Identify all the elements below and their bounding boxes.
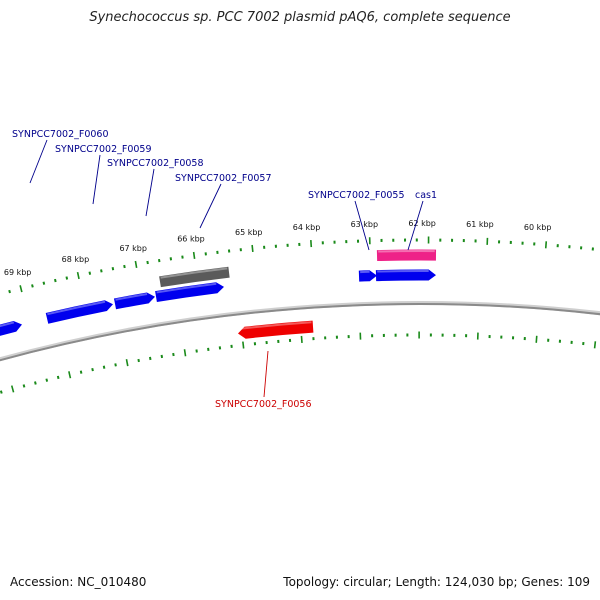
major-tick (134, 260, 138, 269)
tick-label: 68 kbp (62, 255, 90, 264)
major-tick (192, 251, 196, 260)
major-tick (10, 385, 15, 393)
gene-partial-left (0, 320, 22, 336)
minor-tick (123, 264, 126, 269)
tick-label: 62 kbp (408, 219, 436, 228)
gene-label: SYNPCC7002_F0058 (107, 158, 204, 169)
major-tick (183, 349, 187, 357)
leader-line (263, 350, 269, 398)
major-tick (544, 241, 548, 249)
minor-tick (65, 276, 69, 280)
minor-tick (148, 356, 152, 361)
minor-tick (79, 370, 83, 374)
gene-f0055-highlight (377, 270, 429, 273)
minor-tick (42, 281, 46, 285)
tick-label: 63 kbp (351, 220, 379, 229)
minor-tick (88, 271, 92, 275)
gene-f0057-highlight (160, 267, 228, 279)
tick-label: 67 kbp (119, 244, 147, 253)
gene-f0058b (155, 282, 224, 303)
minor-tick (111, 266, 115, 271)
minor-tick (0, 390, 3, 394)
gene-f0056-highlight (238, 321, 312, 330)
gene-label: SYNPCC7002_F0059 (55, 144, 152, 155)
tick-label: 65 kbp (235, 228, 263, 237)
minor-tick (31, 284, 34, 288)
tick-layer: 69 kbp 68 kbp 67 kbp 66 kbp 65 kbp 64 kbp 63 k… (0, 219, 597, 394)
major-tick (68, 371, 72, 379)
major-tick (593, 341, 597, 349)
major-tick (300, 335, 303, 344)
leader-line (145, 168, 155, 217)
major-tick (251, 244, 254, 253)
minor-tick (137, 358, 140, 363)
gene-f0059-highlight (47, 300, 106, 316)
gene-f0059 (45, 300, 114, 324)
minor-tick (114, 363, 117, 367)
gene-label: SYNPCC7002_F0060 (12, 129, 109, 140)
leader-line (29, 139, 48, 184)
tick-label: 60 kbp (524, 223, 552, 232)
minor-tick (100, 269, 103, 273)
backbone-arc (0, 303, 600, 362)
tick-label: 64 kbp (293, 223, 321, 232)
gene-label: cas1 (415, 190, 437, 201)
major-tick (19, 285, 23, 293)
tick-label: 69 kbp (4, 268, 32, 277)
minor-tick (45, 378, 49, 382)
gene-f0056 (238, 320, 314, 339)
label-layer: SYNPCC7002_F0060 SYNPCC7002_F0059 SYNPCC70… (12, 129, 437, 410)
topology-text: Topology: circular; Length: 124,030 bp; … (283, 575, 590, 589)
minor-tick (56, 375, 60, 380)
gene-f0058b-highlight (156, 282, 217, 294)
minor-tick (102, 365, 106, 369)
accession-text: Accession: NC_010480 (10, 575, 147, 589)
minor-tick (34, 381, 37, 385)
gene-cas1-highlight (378, 250, 435, 253)
leader-line (354, 200, 370, 251)
gene-cas1 (376, 249, 437, 262)
gene-partial-left-highlight (0, 321, 15, 328)
gene-f0057 (159, 266, 230, 288)
major-tick (76, 271, 80, 280)
backbone-layer (0, 301, 600, 362)
gene-label: SYNPCC7002_F0057 (175, 173, 272, 184)
major-tick (535, 335, 538, 343)
leader-line (407, 200, 424, 251)
gene-f0055 (375, 269, 436, 282)
gene-label: SYNPCC7002_F0055 (308, 190, 405, 201)
leader-line (199, 183, 222, 229)
minor-tick (22, 384, 26, 388)
gene-f0058-highlight (115, 293, 148, 301)
gene-label: SYNPCC7002_F0056 (215, 399, 312, 410)
tick-label: 61 kbp (466, 220, 494, 229)
gene-f0058 (113, 292, 155, 310)
major-tick (125, 359, 129, 367)
minor-tick (8, 289, 11, 294)
minor-tick (91, 367, 94, 372)
leader-line (92, 154, 101, 205)
gene-layer (0, 249, 437, 339)
gene-f0055-small (358, 270, 377, 282)
major-tick (242, 341, 245, 349)
minor-tick (54, 278, 57, 283)
map-title: Synechococcus sp. PCC 7002 plasmid pAQ6,… (89, 10, 511, 25)
tick-label: 66 kbp (177, 235, 205, 244)
